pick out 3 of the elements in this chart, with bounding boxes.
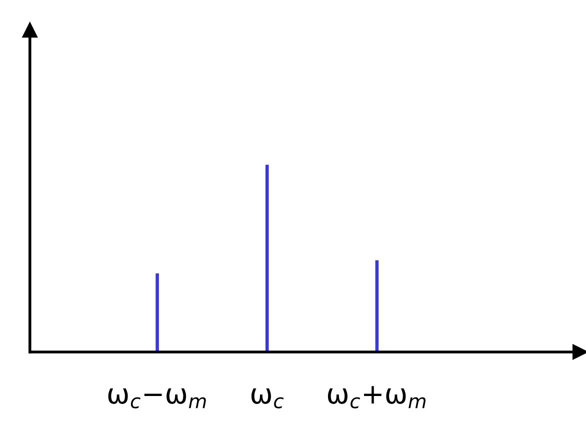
x-tick-label: ω$_{c}$+ω$_{m}$	[328, 386, 426, 408]
x-tick-label: ω$_{c}$−ω$_{m}$	[108, 388, 206, 408]
x-tick-label: ω$_{c}$	[251, 388, 284, 408]
